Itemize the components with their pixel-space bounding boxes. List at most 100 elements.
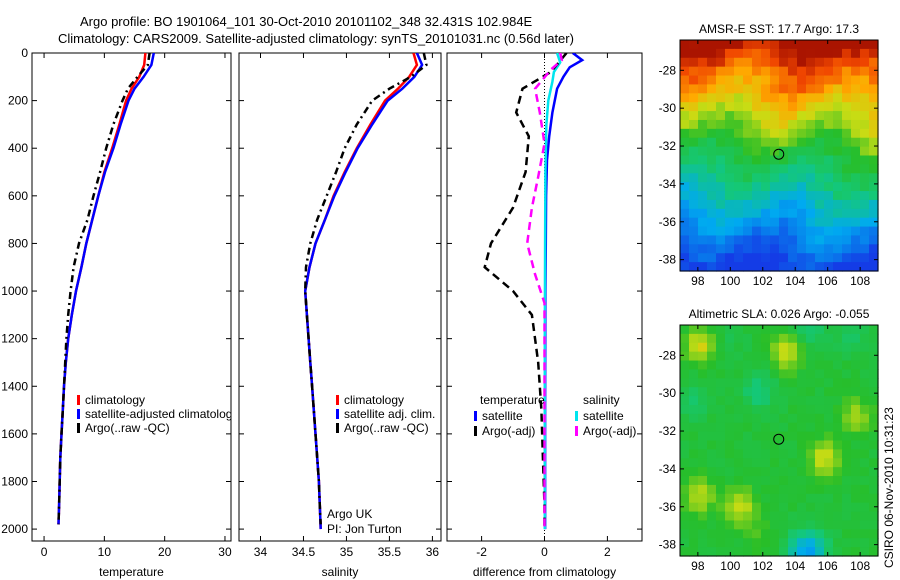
heatmap-cell (860, 111, 870, 121)
heatmap-cell (797, 137, 807, 148)
heatmap-cell (770, 387, 780, 397)
heatmap-cell (815, 333, 825, 344)
heatmap-cell (734, 217, 744, 228)
heatmap-cell (815, 235, 825, 245)
heatmap-cell (797, 93, 807, 103)
heatmap-cell (689, 111, 699, 121)
heatmap-cell (680, 164, 690, 174)
heatmap-cell (815, 538, 825, 548)
heatmap-cell (869, 520, 879, 530)
x-axis-label: difference from climatology (473, 565, 616, 579)
heatmap-cell (752, 396, 762, 406)
heatmap-cell (689, 351, 699, 362)
heatmap-cell (842, 111, 852, 121)
heatmap-cell (806, 173, 816, 183)
heatmap-cell (860, 476, 870, 486)
heatmap-cell (725, 199, 735, 210)
heatmap-cell (869, 102, 879, 112)
heatmap-cell (698, 422, 708, 433)
heatmap-cell (698, 262, 708, 272)
heatmap-cell (752, 476, 762, 486)
heatmap-cell (797, 484, 807, 495)
heatmap-cell (779, 502, 789, 513)
heatmap-cell (860, 48, 870, 59)
heatmap-cell (698, 253, 708, 263)
heatmap-cell (842, 378, 852, 388)
heatmap-cell (788, 422, 798, 433)
heatmap-cell (698, 387, 708, 397)
heatmap-cell (842, 48, 852, 59)
heatmap-cell (851, 164, 861, 174)
heatmap-cell (824, 40, 834, 50)
heatmap-cell (734, 235, 744, 245)
heatmap-cell (716, 93, 726, 103)
heatmap-cell (824, 413, 834, 424)
y-tick-label: 1400 (1, 379, 28, 393)
heatmap-cell (707, 369, 717, 379)
heatmap-cell (743, 191, 753, 201)
heatmap-cell (833, 217, 843, 228)
heatmap-cell (725, 84, 735, 94)
plot-frame (238, 52, 442, 542)
heatmap-cell (860, 253, 870, 263)
heatmap-cell (842, 253, 852, 263)
heatmap-cell (842, 191, 852, 201)
heatmap-cell (716, 173, 726, 183)
heatmap-cell (851, 128, 861, 139)
heatmap-cell (752, 128, 762, 139)
heatmap-cell (851, 360, 861, 371)
heatmap-cell (761, 387, 771, 397)
heatmap-cell (680, 128, 690, 139)
heatmap-cell (797, 511, 807, 522)
heatmap-cell (869, 235, 879, 245)
heatmap-cell (797, 440, 807, 450)
heatmap-cell (797, 146, 807, 157)
heatmap-cell (752, 529, 762, 539)
heatmap-cell (707, 360, 717, 371)
heatmap-cell (851, 84, 861, 94)
heatmap-cell (716, 369, 726, 379)
heatmap-cell (725, 191, 735, 201)
heatmap-cell (851, 493, 861, 504)
heatmap-cell (842, 217, 852, 228)
heatmap-cell (797, 217, 807, 228)
heatmap-cell (725, 93, 735, 103)
heatmap-cell (797, 40, 807, 50)
heatmap-cell (734, 369, 744, 379)
heatmap-cell (779, 351, 789, 362)
heatmap-cell (752, 431, 762, 442)
heatmap-cell (860, 235, 870, 245)
heatmap-cell (716, 48, 726, 59)
heatmap-cell (806, 262, 816, 272)
heatmap-cell (815, 262, 825, 272)
heatmap-cell (689, 404, 699, 415)
heatmap-cell (860, 244, 870, 254)
heatmap-cell (842, 325, 852, 335)
heatmap-cell (788, 119, 798, 130)
heatmap-cell (806, 520, 816, 530)
heatmap-cell (833, 378, 843, 388)
heatmap-cell (797, 75, 807, 86)
heatmap-cell (779, 325, 789, 335)
heatmap-cell (707, 449, 717, 459)
heatmap-cell (680, 502, 690, 513)
legend-entry: satellite adj. clim. (344, 407, 435, 421)
x-tick-label: 102 (753, 559, 773, 573)
heatmap-cell (761, 226, 771, 237)
heatmap-cell (869, 547, 879, 557)
heatmap-cell (824, 262, 834, 272)
heatmap-cell (698, 173, 708, 183)
heatmap-cell (797, 538, 807, 548)
heatmap-cell (815, 217, 825, 228)
heatmap-cell (842, 440, 852, 450)
heatmap-cell (680, 217, 690, 228)
x-tick-label: 104 (785, 274, 805, 288)
heatmap-cell (734, 262, 744, 272)
heatmap-cell (779, 511, 789, 522)
heatmap-cell (680, 75, 690, 86)
heatmap-cell (797, 378, 807, 388)
heatmap-cell (680, 137, 690, 148)
heatmap-cell (833, 57, 843, 68)
heatmap-cell (833, 325, 843, 335)
heatmap-cell (734, 511, 744, 522)
